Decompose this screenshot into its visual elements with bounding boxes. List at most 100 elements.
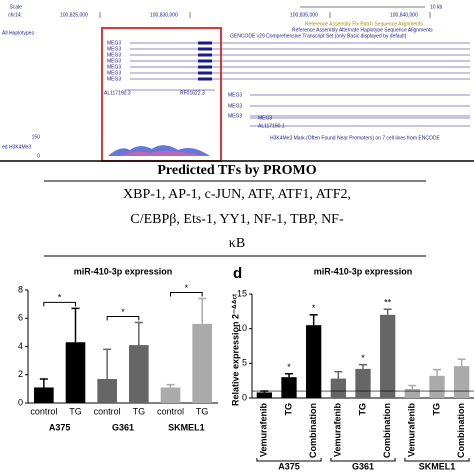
significance: * (58, 293, 62, 303)
significance: * (287, 362, 291, 372)
y-tick-label: 15 (237, 288, 247, 298)
y-tick-label: 0 (18, 397, 23, 407)
significance-bracket (170, 291, 203, 297)
group-label: A375 (49, 422, 71, 432)
signal-track-title: H3K4Me3 Mark (Often Found Near Promoters… (270, 135, 440, 141)
table-line: κB (229, 236, 245, 251)
chart-title: miR-410-3p expression (314, 266, 413, 276)
track-label: All Haplotypes (2, 30, 34, 36)
significance: * (361, 353, 365, 363)
gene-label: AL117190.3 (104, 90, 131, 96)
scale-label: Scale (9, 4, 22, 10)
y-tick-label: 2 (18, 369, 23, 379)
exon (198, 59, 212, 63)
significance-bracket (43, 301, 76, 307)
x-tick-label: Vemurafenib (333, 403, 343, 458)
significance: ** (384, 298, 392, 308)
significance-bracket (106, 315, 140, 321)
chrom-label: chr14: (8, 12, 22, 18)
bar (454, 366, 470, 398)
x-tick-label: Vemurafenib (407, 403, 417, 458)
y-axis-label: Relative expression 2⁻ᐞᐞᶜᵗ (230, 294, 240, 406)
bar (160, 387, 181, 403)
exon (198, 77, 212, 81)
x-tick-label: TG (431, 403, 441, 416)
group-bracket (256, 458, 322, 462)
group-label: G361 (112, 422, 134, 432)
x-tick-label: control (157, 406, 184, 416)
signal-side-label: ed H3K4Me3 (2, 144, 31, 150)
gene-label: MEG3 (107, 40, 121, 46)
x-tick-label: TG (69, 406, 82, 416)
bar (281, 377, 297, 398)
x-tick-label: Combination (382, 403, 392, 458)
gene-label: MEG3 (107, 76, 121, 82)
gene-label: MEG3 (228, 92, 242, 98)
exon (198, 65, 212, 69)
x-tick-label: Combination (456, 403, 466, 458)
x-tick-label: TG (196, 406, 209, 416)
exon (198, 71, 212, 75)
x-tick-label: TG (357, 403, 367, 416)
significance: * (121, 307, 125, 317)
coordinate-label: 100,830,000 (150, 12, 178, 18)
y-tick-label: 4 (18, 341, 23, 351)
y-tick-label: 0 (242, 392, 247, 402)
track-title: Reference Assembly Alternate Haplotype S… (292, 27, 433, 33)
bar (355, 368, 371, 398)
x-tick-label: control (30, 406, 57, 416)
bar (97, 378, 117, 403)
track-title: Reference Assembly Fix Patch Sequence Al… (305, 21, 423, 27)
track-title: GENCODE v29 Comprehensive Transcript Set… (230, 33, 407, 39)
bar (34, 387, 54, 403)
y-tick-label: 5 (242, 358, 247, 368)
bar (65, 342, 86, 403)
y-tick-label: 10 (237, 323, 247, 333)
exon (198, 47, 212, 51)
bar (330, 378, 346, 398)
bar (380, 314, 396, 398)
bar (129, 345, 149, 403)
gene-label: MEG3 (258, 115, 272, 121)
signal-min: 0 (37, 153, 40, 159)
group-label: SKMEL1 (419, 461, 456, 471)
gene-label: MEG3 (228, 113, 242, 119)
y-tick-label: 8 (18, 284, 23, 294)
table-line: C/EBPβ, Ets-1, YY1, NF-1, TBP, NF- (130, 212, 344, 227)
signal-pink (120, 150, 205, 156)
chart-title: miR-410-3p expression (74, 266, 173, 276)
y-tick-label: 6 (18, 313, 23, 323)
bar (192, 323, 212, 403)
bar (429, 375, 445, 398)
group-label: SKMEL1 (168, 422, 205, 432)
transcripts (125, 41, 470, 127)
group-label: A375 (278, 461, 300, 471)
x-tick-label: TG (133, 406, 146, 416)
coordinate-label: 100,825,000 (60, 12, 88, 18)
group-bracket (404, 458, 470, 462)
gene-label: MEG3 (107, 46, 121, 52)
gene-label: MEG3 (107, 52, 121, 58)
table-title: Predicted TFs by PROMO (157, 163, 316, 178)
group-label: G361 (352, 461, 374, 471)
group-bracket (330, 458, 396, 462)
x-tick-label: TG (283, 403, 293, 416)
table-line: XBP-1, AP-1, c-JUN, ATF, ATF1, ATF2, (123, 187, 351, 202)
signal-max: 150 (32, 134, 41, 140)
bar (256, 392, 272, 398)
gene-label: MEG3 (107, 58, 121, 64)
significance: * (312, 303, 316, 313)
gene-label: MEG3 (228, 103, 242, 109)
exon (198, 53, 212, 57)
scale-bar-label: 10 kb (430, 4, 442, 10)
panel-label: d (233, 265, 242, 282)
gene-label: AL117190.1 (258, 123, 285, 129)
x-tick-label: Combination (308, 403, 318, 458)
bar (306, 325, 322, 398)
coordinate-label: 100,840,000 (390, 12, 418, 18)
exon (198, 41, 212, 45)
x-tick-label: control (94, 406, 121, 416)
gene-label: MEG3 (107, 70, 121, 76)
